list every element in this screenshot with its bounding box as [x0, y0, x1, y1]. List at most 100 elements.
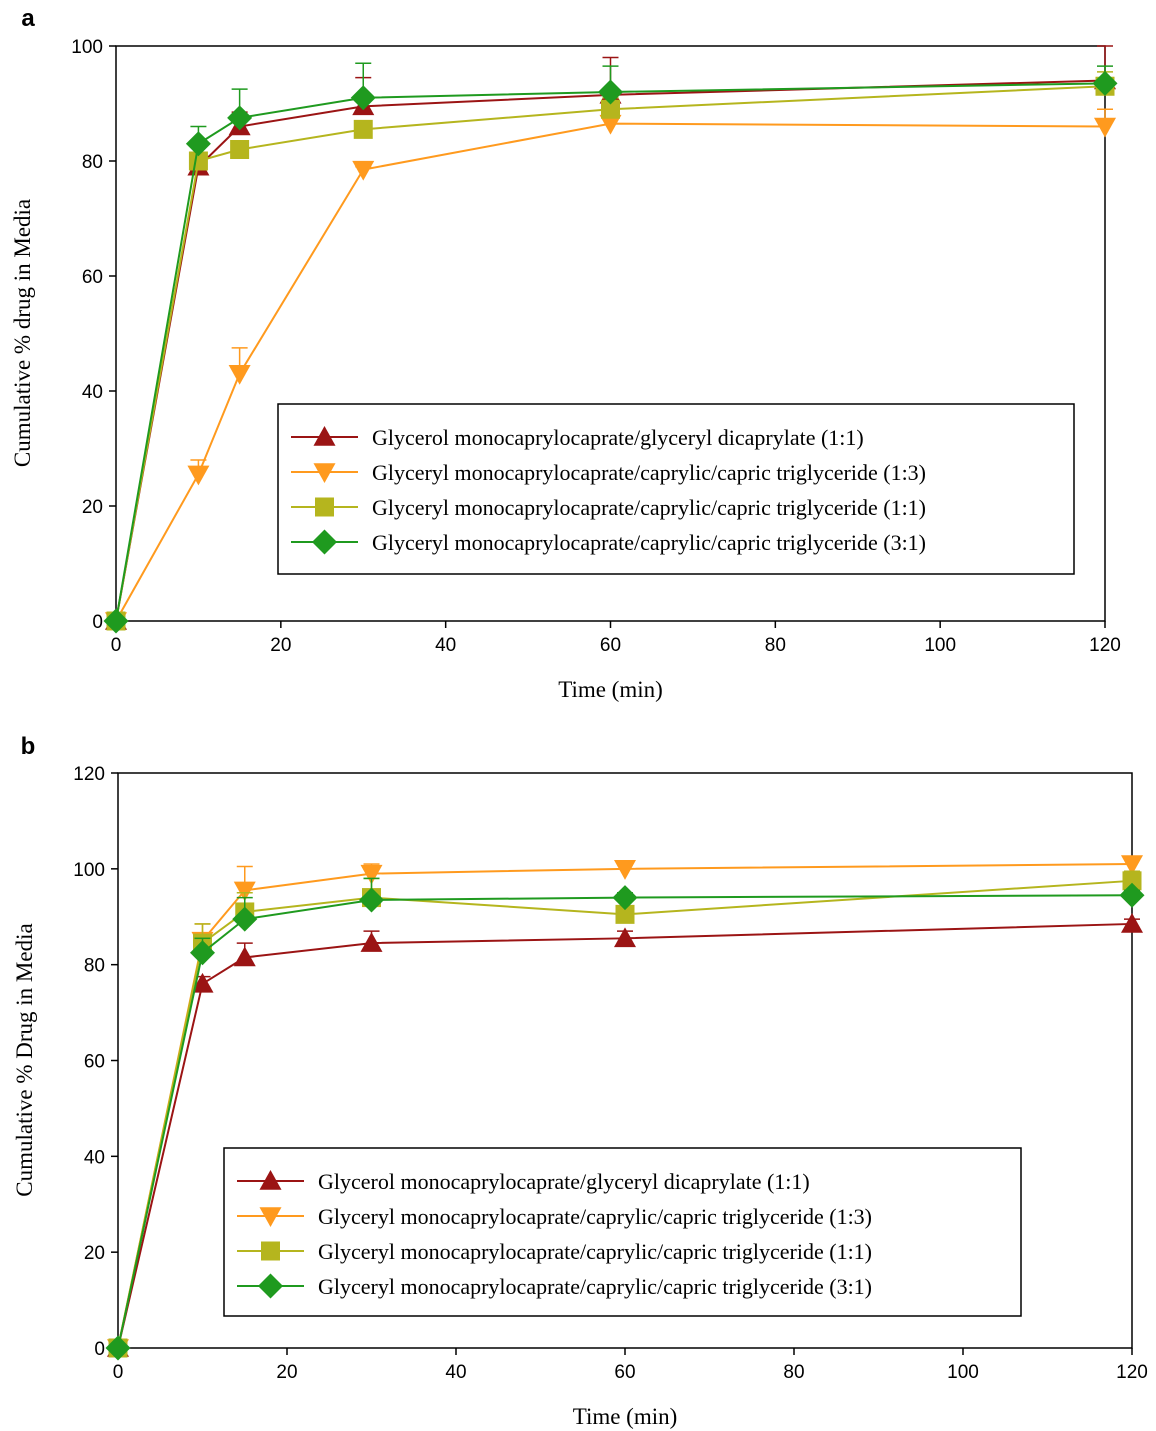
legend-label: Glycerol monocaprylocaprate/glyceryl dic… [318, 1169, 810, 1194]
series-4 [105, 877, 1145, 1361]
legend-marker [258, 1273, 283, 1299]
data-point [612, 885, 638, 911]
legend-marker [261, 1241, 280, 1261]
series-line [117, 879, 1133, 1349]
x-tick-label: 60 [614, 1362, 635, 1383]
y-axis: 0 20 40 60 80 100 [71, 37, 116, 633]
x-tick-label: 100 [924, 635, 956, 656]
x-tick-label: 120 [1089, 635, 1121, 656]
legend-marker [313, 426, 336, 446]
data-point [598, 79, 623, 105]
data-point [228, 364, 251, 385]
legend-marker [315, 497, 334, 517]
legend: Glycerol monocaprylocaprate/glyceryl dic… [277, 403, 1075, 575]
data-point [352, 160, 375, 181]
data-point [1092, 70, 1118, 96]
legend-label: Glyceryl monocaprylocaprate/caprylic/cap… [372, 530, 926, 555]
data-point [614, 860, 636, 880]
legend-entry: Glyceryl monocaprylocaprate/caprylic/cap… [237, 1239, 872, 1264]
data-point [185, 131, 211, 157]
legend-entry: Glyceryl monocaprylocaprate/caprylic/cap… [237, 1204, 872, 1229]
y-tick-label: 40 [84, 1147, 105, 1168]
data-point [233, 946, 256, 967]
series-line [115, 85, 1106, 622]
data-point [1119, 882, 1145, 908]
y-tick-label: 20 [82, 497, 103, 518]
legend-entry: Glyceryl monocaprylocaprate/caprylic/cap… [291, 460, 926, 485]
x-tick-label: 120 [1116, 1362, 1148, 1383]
x-tick-label: 0 [113, 1362, 124, 1383]
legend-label: Glyceryl monocaprylocaprate/caprylic/cap… [318, 1204, 872, 1229]
data-point [359, 887, 384, 913]
data-point [1121, 855, 1143, 876]
y-tick-label: 80 [82, 152, 103, 173]
y-tick-label: 100 [71, 37, 103, 58]
legend-entry: Glycerol monocaprylocaprate/glyceryl dic… [291, 425, 864, 450]
chart-panel-b: b 0 20 40 60 80 100 120 0 20 40 60 80 100 120 Time (min… [12, 733, 1148, 1429]
y-tick-label: 100 [73, 860, 105, 881]
data-point [615, 904, 635, 924]
x-tick-label: 80 [783, 1362, 804, 1383]
legend-box [223, 1147, 1022, 1317]
legend-marker [312, 529, 337, 555]
y-tick-label: 120 [73, 764, 105, 785]
data-point [105, 1335, 131, 1361]
data-point [614, 927, 636, 948]
data-point [360, 864, 383, 885]
x-tick-label: 60 [600, 635, 621, 656]
legend-entry: Glycerol monocaprylocaprate/glyceryl dic… [237, 1169, 810, 1194]
legend-marker [259, 1207, 282, 1227]
data-point [1094, 117, 1116, 138]
x-tick-label: 20 [276, 1362, 297, 1383]
data-point [350, 85, 376, 111]
data-point [233, 881, 256, 902]
legend-label: Glyceryl monocaprylocaprate/caprylic/cap… [318, 1274, 872, 1299]
x-axis: 0 20 40 60 80 100 120 [111, 621, 1121, 656]
legend-marker [259, 1170, 282, 1190]
data-point [187, 465, 210, 486]
legend: Glycerol monocaprylocaprate/glyceryl dic… [223, 1147, 1022, 1317]
data-point [103, 608, 129, 634]
legend-entry: Glyceryl monocaprylocaprate/caprylic/cap… [291, 495, 926, 520]
y-tick-label: 60 [84, 1052, 105, 1073]
series-line [115, 82, 1106, 622]
x-tick-label: 20 [270, 635, 291, 656]
data-point [353, 119, 373, 139]
panel-letter: a [21, 5, 35, 32]
x-axis: 0 20 40 60 80 100 120 [113, 1348, 1148, 1383]
y-axis-label: Cumulative % drug in Media [10, 199, 35, 467]
x-tick-label: 80 [765, 635, 786, 656]
panel-letter: b [21, 733, 36, 760]
series-line [115, 122, 1106, 622]
y-tick-label: 0 [92, 612, 103, 633]
data-point [232, 906, 258, 932]
data-point [227, 105, 253, 131]
data-point [190, 940, 215, 966]
x-tick-label: 40 [445, 1362, 466, 1383]
legend-entry: Glyceryl monocaprylocaprate/caprylic/cap… [291, 529, 926, 555]
data-point [230, 140, 250, 159]
data-point [599, 114, 622, 135]
legend-box [277, 403, 1075, 575]
y-axis-label: Cumulative % Drug in Media [12, 923, 37, 1196]
series-line [117, 894, 1133, 1349]
chart-panel-a: a 0 20 40 60 80 100 120 0 20 40 60 80 100 Time (min) Cu… [10, 5, 1121, 702]
x-axis-label: Time (min) [558, 677, 663, 702]
legend-label: Glycerol monocaprylocaprate/glyceryl dic… [372, 425, 864, 450]
y-tick-label: 0 [94, 1339, 105, 1360]
legend-label: Glyceryl monocaprylocaprate/caprylic/cap… [318, 1239, 872, 1264]
x-tick-label: 0 [111, 635, 122, 656]
data-point [191, 972, 214, 993]
legend-label: Glyceryl monocaprylocaprate/caprylic/cap… [372, 495, 926, 520]
x-tick-label: 100 [947, 1362, 979, 1383]
data-point [1121, 912, 1143, 933]
y-tick-label: 20 [84, 1243, 105, 1264]
data-point [360, 932, 383, 952]
legend-label: Glyceryl monocaprylocaprate/caprylic/cap… [372, 460, 926, 485]
series-line [117, 922, 1133, 1349]
y-tick-label: 60 [82, 267, 103, 288]
legend-entry: Glyceryl monocaprylocaprate/caprylic/cap… [237, 1273, 872, 1299]
data-point [601, 99, 620, 119]
x-tick-label: 40 [435, 635, 456, 656]
